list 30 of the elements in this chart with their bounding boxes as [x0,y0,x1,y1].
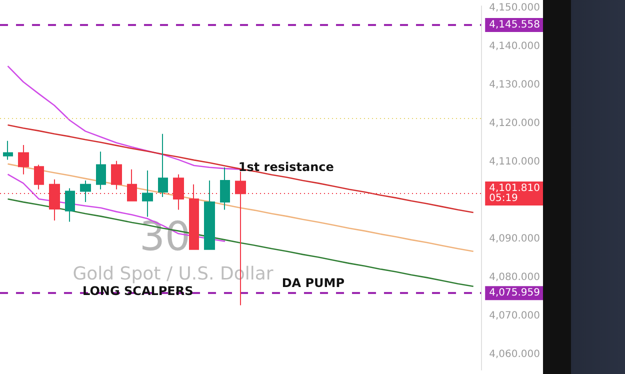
ref-line-label: 4,075.959 [489,288,540,299]
y-tick-label: 4,120.000 [489,118,540,129]
candlestick [80,180,91,203]
y-tick-label: 4,060.000 [489,349,540,360]
y-tick-label: 4,130.000 [489,79,540,90]
annotation: LONG SCALPERS [82,284,194,298]
line-series [7,163,474,252]
candlestick [3,140,13,160]
y-tick-label: 4,140.000 [489,40,540,52]
y-tick-label: 4,090.000 [489,234,540,245]
y-tick-label: 4,110.000 [489,156,540,168]
ref-line-label: 4,145.558 [489,20,540,31]
line-series [7,124,474,214]
candlestick [142,170,153,218]
ref-line-label: 4,101.810 05:19 [489,183,540,204]
candlestick [204,180,215,250]
candlestick [96,151,106,190]
annotation: DA PUMP [282,276,345,290]
y-tick-label: 4,150.000 [489,2,540,14]
candlestick [220,166,230,210]
candlestick [65,188,75,222]
candlestick [111,160,122,190]
candlestick [34,164,44,190]
line-series [7,198,474,288]
y-tick-label: 4,070.000 [489,310,540,322]
candlestick [127,168,137,202]
y-tick-label: 4,080.000 [489,272,540,284]
candlestick [158,133,168,198]
line-series [7,65,242,170]
candlestick [18,144,29,175]
